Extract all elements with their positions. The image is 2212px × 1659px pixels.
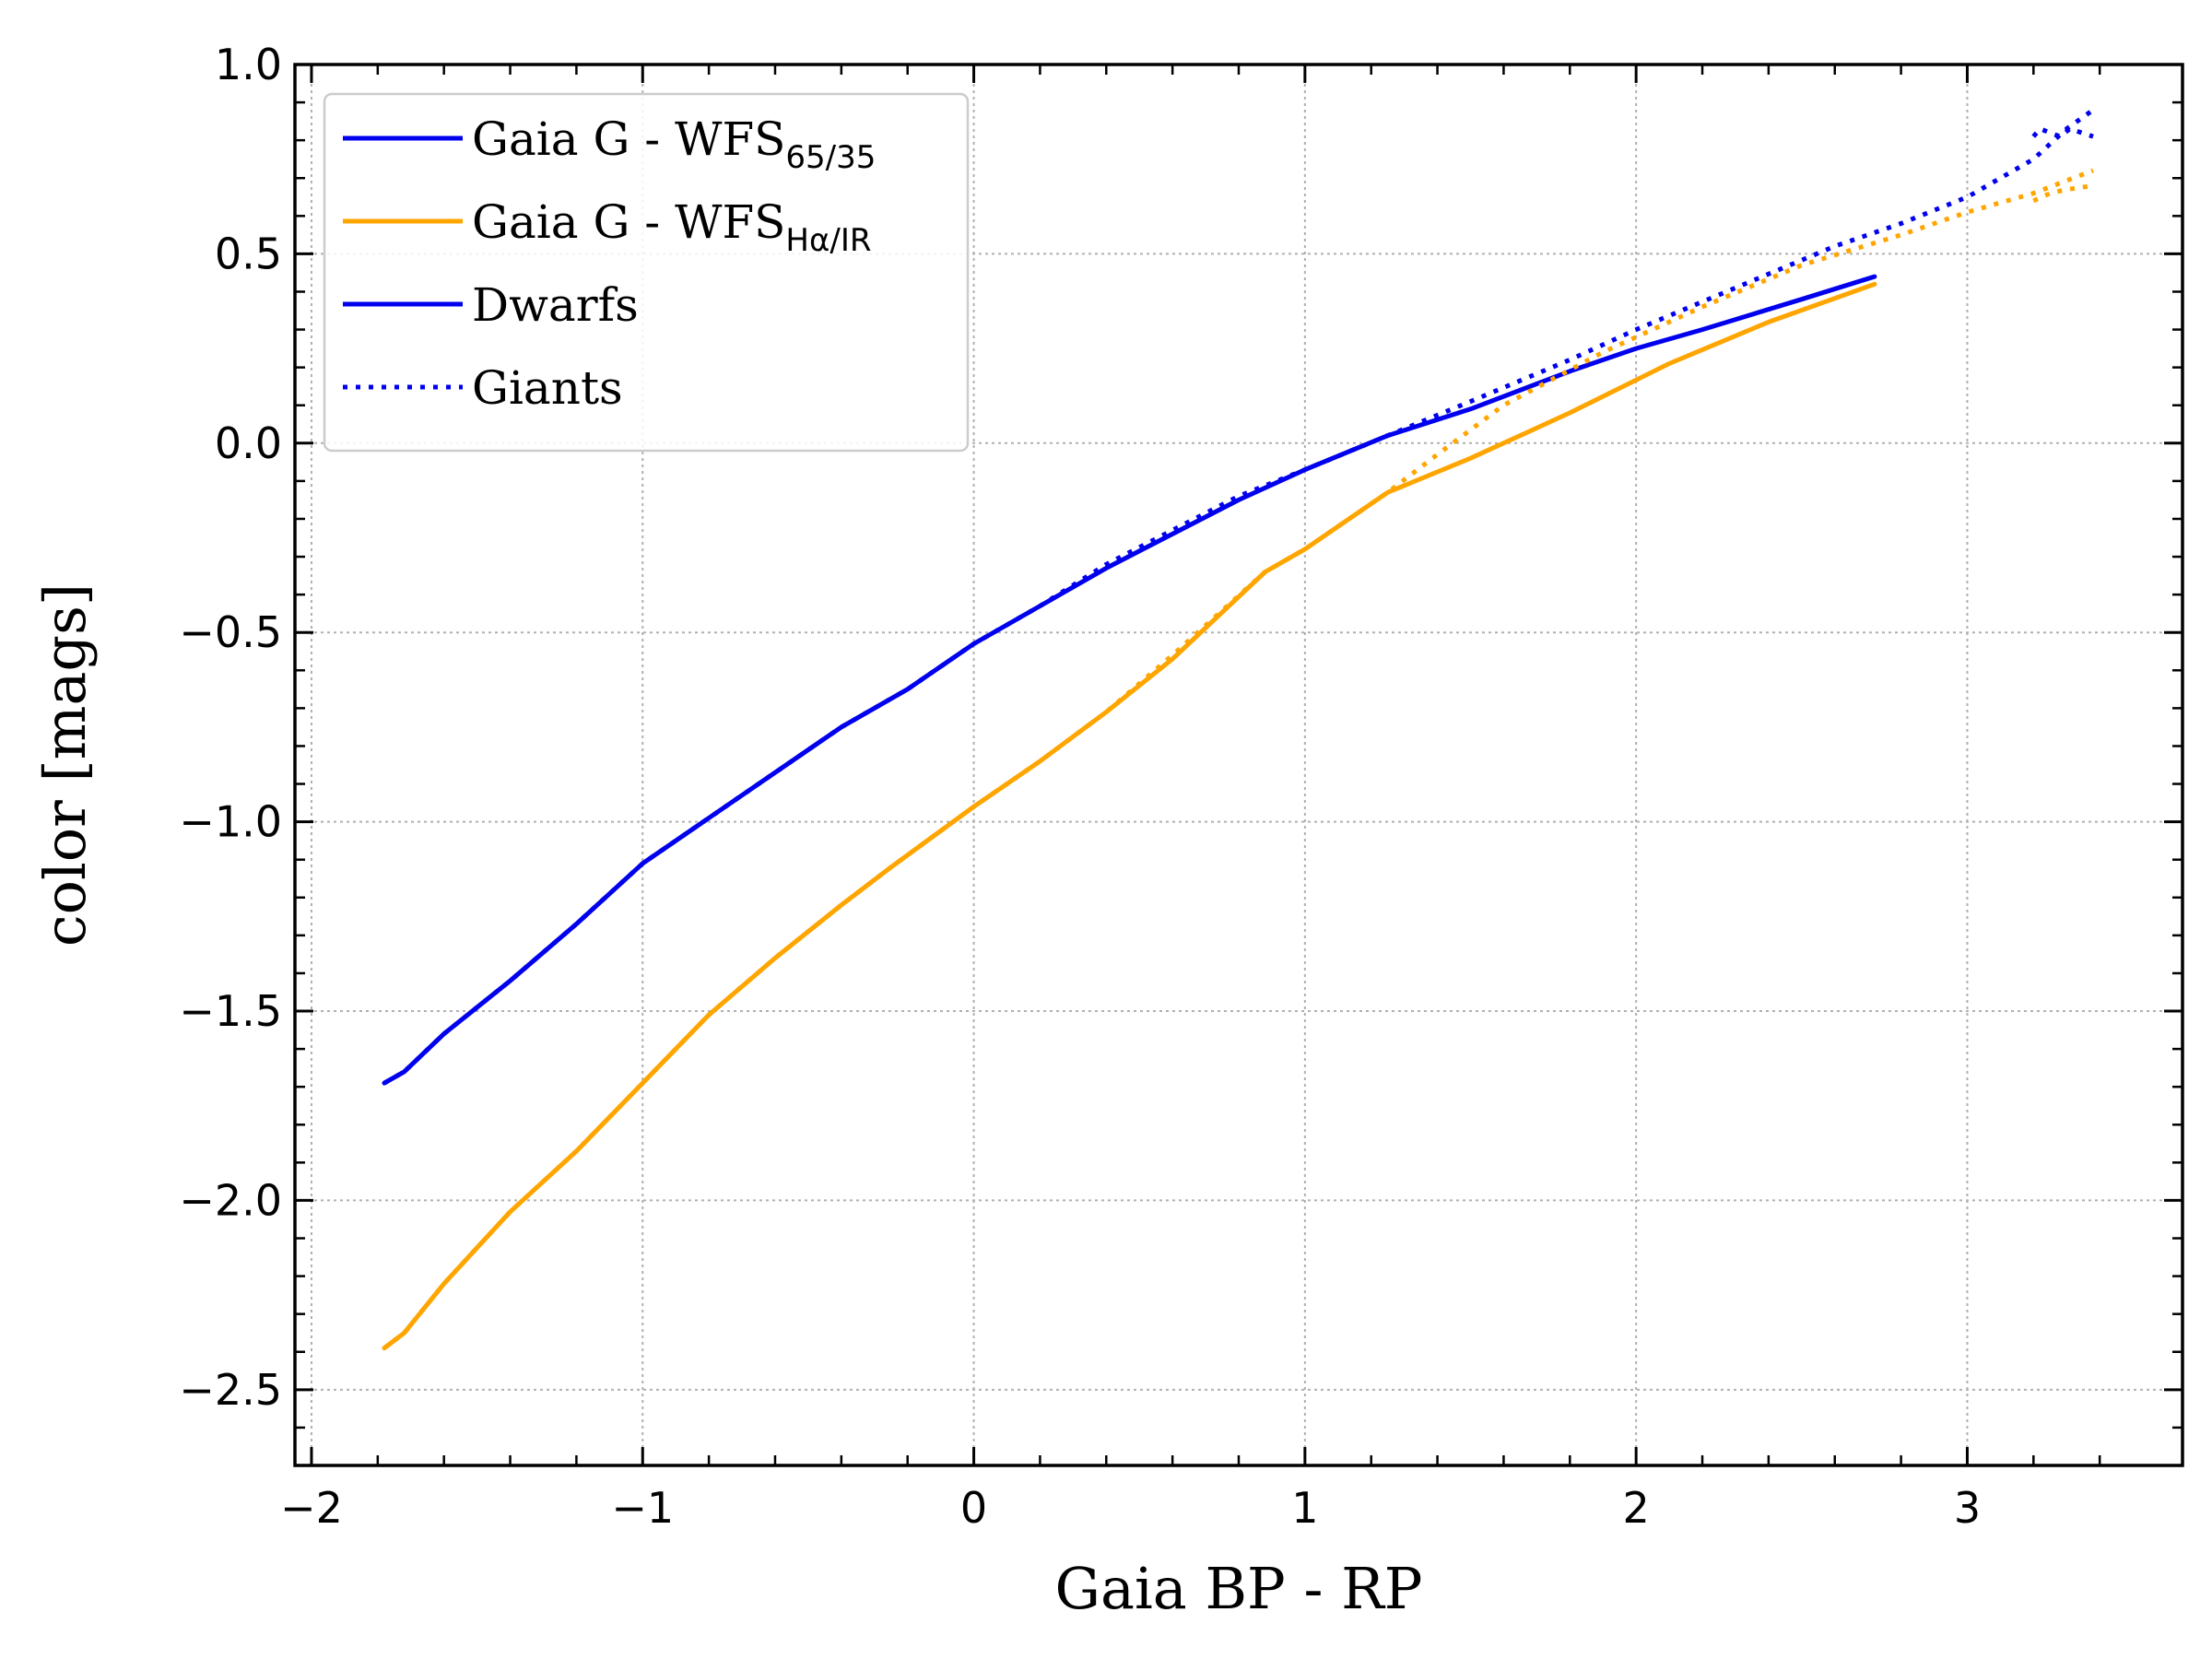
legend-subscript: Hα/IR xyxy=(785,222,871,259)
x-axis-label: Gaia BP - RP xyxy=(1054,1555,1422,1622)
series-line-giants xyxy=(2032,183,2094,204)
x-tick-label: 0 xyxy=(960,1483,987,1533)
x-tick-label: −2 xyxy=(280,1483,343,1533)
x-tick-label: 2 xyxy=(1623,1483,1650,1533)
legend-subscript: 65/35 xyxy=(785,139,876,176)
series-line-giants xyxy=(382,168,2094,1350)
y-tick-label: −1.0 xyxy=(179,797,282,847)
x-tick-label: −1 xyxy=(611,1483,674,1533)
y-axis-label: color [mags] xyxy=(31,583,99,947)
x-tick-label: 1 xyxy=(1291,1483,1318,1533)
y-tick-label: 1.0 xyxy=(215,40,282,89)
legend-box xyxy=(323,92,970,453)
y-tick-label: 0.0 xyxy=(215,418,282,468)
y-tick-label: −2.5 xyxy=(179,1365,282,1415)
series-lines xyxy=(382,108,2095,1351)
tick-labels: −2 −1 0 1 2 3 1.0 0.5 0.0 −0.5 −1.0 −1.5 −2.0 −2.5 xyxy=(179,40,1981,1533)
y-tick-label: −0.5 xyxy=(179,607,282,657)
y-tick-label: −1.5 xyxy=(179,986,282,1036)
x-tick-label: 3 xyxy=(1954,1483,1981,1533)
legend-entry-dwarfs: Dwarfs xyxy=(472,278,639,332)
legend-entry-giants: Giants xyxy=(472,361,623,415)
y-tick-label: −2.0 xyxy=(179,1175,282,1225)
plot-frame xyxy=(293,63,2184,1467)
axis-ticks xyxy=(295,63,2183,1467)
series-line-giants xyxy=(2031,126,2094,139)
y-tick-label: 0.5 xyxy=(215,229,282,278)
